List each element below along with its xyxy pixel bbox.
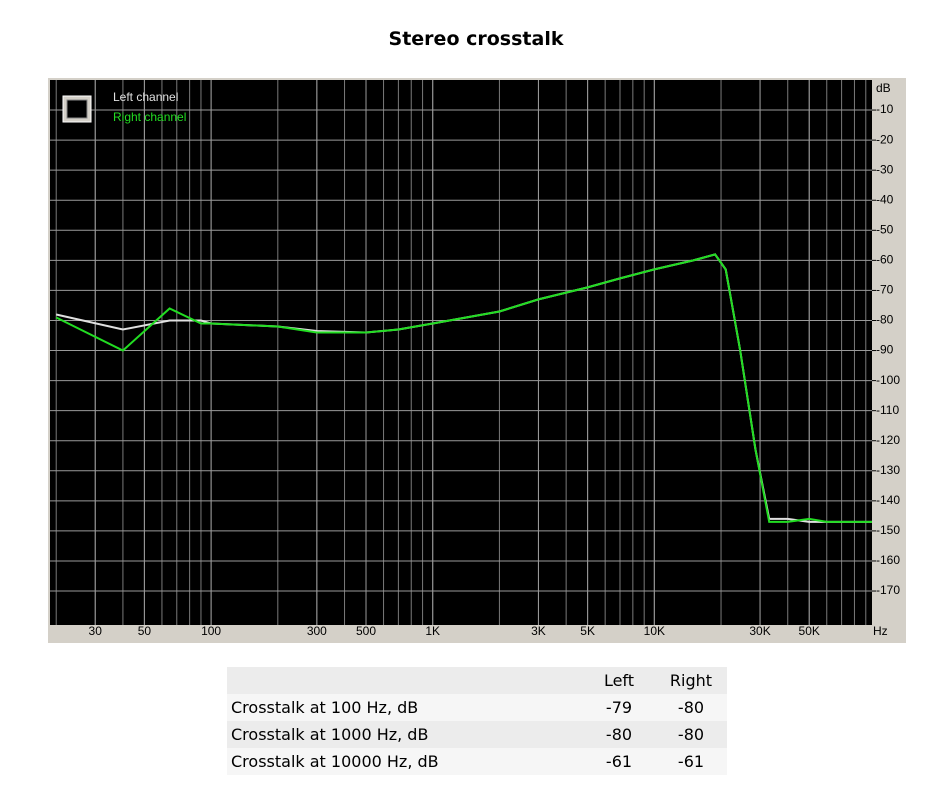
x-tick-label: 30K	[749, 624, 770, 638]
x-tick-label: 300	[307, 624, 327, 638]
y-axis-label: dB	[876, 81, 891, 95]
column-header: Left	[603, 671, 635, 690]
table-value: -61	[605, 752, 633, 771]
table-header: Left Right	[227, 667, 727, 694]
series-line	[55, 253, 872, 523]
y-tick-label: -150	[876, 523, 900, 537]
row-label: Crosstalk at 100 Hz, dB	[231, 698, 419, 717]
y-tick-label: -120	[876, 433, 900, 447]
x-tick-label: 100	[201, 624, 221, 638]
table-value: -79	[605, 698, 633, 717]
y-tick-label: -140	[876, 493, 900, 507]
x-tick-label: 1K	[425, 624, 440, 638]
table-value: -80	[677, 698, 705, 717]
x-tick-label: 500	[356, 624, 376, 638]
table-value: -61	[677, 752, 705, 771]
y-tick-label: -100	[876, 373, 900, 387]
y-tick-label: -40	[876, 192, 894, 206]
y-tick-label: -60	[876, 253, 894, 267]
legend-label: Left channel	[113, 90, 178, 104]
y-tick-label: -160	[876, 553, 900, 567]
results-table: Left Right Crosstalk at 100 Hz, dB -79 -80 Cr…	[227, 667, 727, 775]
chart-title: Stereo crosstalk	[388, 28, 564, 50]
x-tick-label: 10K	[644, 624, 665, 638]
row-label: Crosstalk at 1000 Hz, dB	[231, 725, 429, 744]
plot-area	[50, 80, 872, 625]
x-tick-label: 5K	[580, 624, 595, 638]
table-value: -80	[605, 725, 633, 744]
table-row: Crosstalk at 100 Hz, dB -79 -80	[227, 694, 727, 721]
table-row: Crosstalk at 1000 Hz, dB -80 -80	[227, 721, 727, 748]
x-axis-label: Hz	[873, 624, 888, 638]
table-row: Crosstalk at 10000 Hz, dB -61 -61	[227, 748, 727, 775]
y-tick-label: -70	[876, 283, 894, 297]
legend-label: Right channel	[113, 110, 186, 124]
legend-icon	[62, 95, 92, 123]
table-value: -80	[677, 725, 705, 744]
y-tick-label: -80	[876, 313, 894, 327]
y-tick-label: -130	[876, 463, 900, 477]
y-tick-label: -170	[876, 583, 900, 597]
chart: Left channel Right channel dB Hz 30 50 100…	[48, 78, 906, 643]
x-tick-label: 30	[89, 624, 103, 638]
x-tick-label: 3K	[531, 624, 546, 638]
column-header: Right	[669, 671, 713, 690]
header-spacer	[227, 667, 583, 694]
y-tick-label: -20	[876, 132, 894, 146]
x-tick-label: 50	[138, 624, 152, 638]
y-tick-label: -50	[876, 222, 894, 236]
row-label: Crosstalk at 10000 Hz, dB	[231, 752, 439, 771]
y-tick-label: -30	[876, 162, 894, 176]
y-tick-label: -110	[876, 403, 899, 417]
x-tick-label: 50K	[799, 624, 820, 638]
y-tick-label: -10	[876, 102, 894, 116]
y-tick-label: -90	[876, 343, 894, 357]
